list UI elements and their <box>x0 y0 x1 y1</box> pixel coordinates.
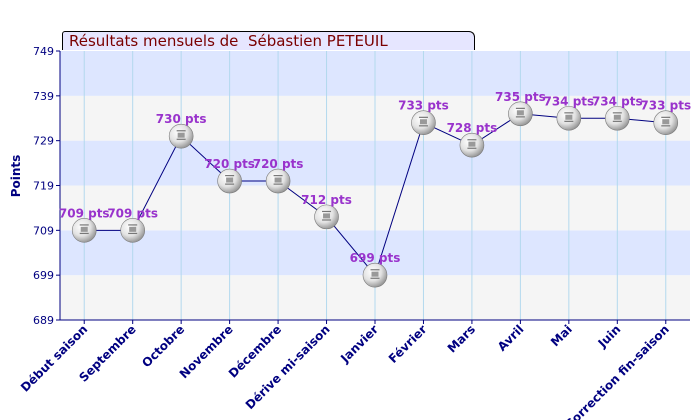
ping-pong-ball-icon <box>508 102 532 126</box>
data-label: 733 pts <box>398 99 449 113</box>
data-label: 720 pts <box>253 157 304 171</box>
x-tick-label: Dérive mi-saison <box>243 322 333 412</box>
ping-pong-ball-icon <box>218 169 242 193</box>
ping-pong-ball-icon <box>460 133 484 157</box>
x-tick-label: Début saison <box>18 322 90 394</box>
y-tick-label: 729 <box>33 135 54 148</box>
data-label: 730 pts <box>156 112 207 126</box>
ping-pong-ball-icon <box>121 218 145 242</box>
ping-pong-ball-icon <box>411 111 435 135</box>
data-label: 712 pts <box>301 193 352 207</box>
x-tick-label: Octobre <box>139 322 187 370</box>
chart-title: Résultats mensuels de Sébastien PETEUIL <box>69 32 388 51</box>
data-label: 699 pts <box>350 251 401 265</box>
data-label: 709 pts <box>107 206 158 220</box>
x-tick-label: Mars <box>445 322 478 355</box>
y-tick-label: 699 <box>33 269 54 282</box>
ping-pong-ball-icon <box>169 124 193 148</box>
y-axis-label: Points <box>9 155 23 198</box>
ping-pong-ball-icon <box>315 205 339 229</box>
y-tick-label: 719 <box>33 180 54 193</box>
data-label: 728 pts <box>447 121 498 135</box>
data-label: 720 pts <box>204 157 255 171</box>
x-tick-label: Mai <box>548 322 575 349</box>
ping-pong-ball-icon <box>266 169 290 193</box>
data-label: 734 pts <box>543 94 594 108</box>
y-tick-label: 749 <box>33 45 54 58</box>
y-tick-label: 739 <box>33 90 54 103</box>
x-tick-label: Avril <box>495 322 527 354</box>
data-label: 733 pts <box>640 99 691 113</box>
y-tick-label: 709 <box>33 224 54 237</box>
ping-pong-ball-icon <box>654 111 678 135</box>
x-tick-label: Juin <box>595 322 624 351</box>
ping-pong-ball-icon <box>557 106 581 130</box>
x-tick-label: Janvier <box>337 322 381 366</box>
x-tick-label: Février <box>386 322 430 366</box>
data-label: 735 pts <box>495 90 546 104</box>
ping-pong-ball-icon <box>72 218 96 242</box>
data-label: 734 pts <box>592 94 643 108</box>
y-tick-label: 689 <box>33 314 54 327</box>
data-label: 709 pts <box>59 206 110 220</box>
ping-pong-ball-icon <box>605 106 629 130</box>
ping-pong-ball-icon <box>363 263 387 287</box>
chart-title-box: Résultats mensuels de Sébastien PETEUIL <box>62 31 475 50</box>
